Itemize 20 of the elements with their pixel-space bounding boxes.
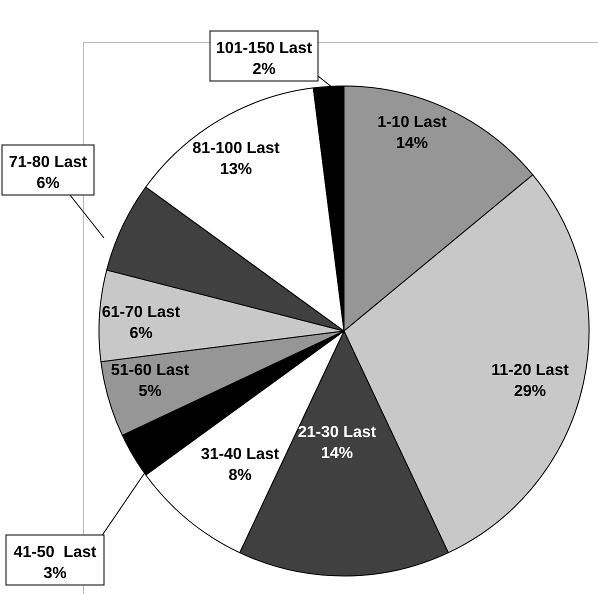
data-label: 29% [514,383,546,400]
data-label: 8% [228,467,252,484]
slice-label: 1-10 Last [377,114,448,131]
data-label: 6% [129,325,153,342]
slice-label: 51-60 Last [110,362,190,379]
data-label: 14% [320,445,354,462]
data-label: 14% [396,135,428,152]
slice-label: 41-50 Last [14,544,98,561]
slice-label: 21-30 Last [298,424,377,441]
slice-label: 11-20 Last [491,362,570,379]
slice-label: 31-40 Last [200,446,280,463]
data-label: 2% [252,61,276,78]
slice-label: 101-150 Last [216,40,313,57]
data-label: 6% [36,175,60,192]
slice-label: 61-70 Last [102,304,181,321]
slice-label: 81-100 Last [192,140,280,157]
data-label: 3% [43,565,67,582]
data-label: 13% [220,161,252,178]
data-label: 5% [138,383,162,400]
slice-label: 71-80 Last [8,154,88,171]
